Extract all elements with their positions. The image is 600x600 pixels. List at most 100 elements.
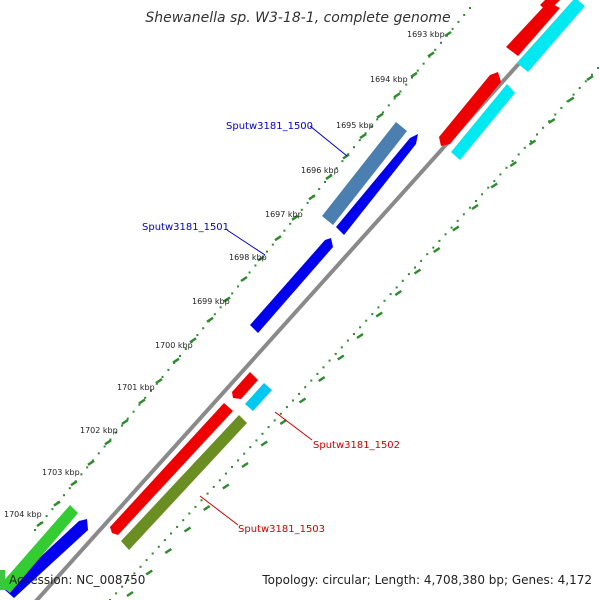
scale-tick [413, 268, 422, 275]
ring-dot [451, 27, 454, 30]
gene-red-long[interactable] [110, 403, 233, 535]
ring-dot [389, 293, 392, 296]
ring-dot [426, 253, 429, 256]
scale-tick [274, 235, 282, 242]
scale-tick [471, 203, 479, 211]
genome-title: Shewanella sp. W3-18-1, complete genome [145, 10, 450, 26]
ring-dot [597, 67, 599, 69]
ring-dot [377, 306, 380, 309]
ring-dot [481, 193, 484, 196]
ring-dot [353, 146, 355, 149]
scale-tick [433, 246, 441, 254]
ring-dot [340, 346, 343, 349]
ring-dot [316, 372, 319, 375]
ring-dot [194, 505, 197, 508]
ring-dot [358, 139, 361, 142]
scale-tick [376, 112, 384, 119]
ring-dot [370, 125, 373, 128]
ring-dot [475, 200, 477, 202]
scale-tick [223, 296, 231, 303]
ring-dot [150, 389, 152, 392]
scale-tick [356, 332, 364, 340]
gene-sputw3181-1502-red[interactable] [232, 372, 258, 399]
gene-green-bottom[interactable] [0, 505, 78, 593]
ring-dot [80, 473, 83, 476]
gene-cyan-upper-right[interactable] [517, 0, 585, 72]
scale-tick [586, 74, 594, 82]
ring-dot [440, 41, 442, 44]
ring-dot [51, 508, 54, 511]
scale-tick [189, 337, 197, 344]
gene-forward-blue-bottom[interactable] [5, 519, 88, 598]
callout-1503 [199, 495, 239, 526]
gene-sputw3181-1503[interactable] [121, 415, 247, 550]
ring-dot [487, 186, 490, 189]
scale-tick [260, 440, 268, 447]
ring-dot [416, 69, 419, 72]
ring-dot [261, 432, 264, 435]
ring-dot [126, 417, 129, 420]
scale-tick [53, 500, 61, 507]
forward-genes [0, 0, 560, 598]
gene-red-upper-right[interactable] [506, 2, 560, 56]
ring-dot [145, 559, 148, 562]
gene-red-mid-right[interactable] [439, 72, 501, 146]
genome-backbone [34, 0, 579, 600]
ring-dot [463, 14, 466, 16]
ring-dot [334, 352, 337, 355]
gene-label-1500[interactable]: Sputw3181_1500 [226, 121, 313, 132]
ring-dot [399, 90, 402, 93]
scale-tick [337, 354, 345, 361]
ring-dot [231, 292, 234, 295]
ring-dot [542, 126, 545, 129]
ring-dot [200, 499, 203, 502]
ring-dot [292, 399, 294, 402]
gene-red-upper-right-2[interactable] [540, 0, 560, 12]
ring-dot [364, 132, 367, 135]
ring-dot [353, 333, 355, 335]
ring-dot [179, 355, 181, 357]
callout-1502 [274, 411, 313, 441]
gene-label-1501[interactable]: Sputw3181_1501 [142, 222, 229, 233]
gene-sputw3181-1502[interactable] [245, 383, 272, 411]
ring-dot [115, 592, 118, 595]
callout-1500 [309, 125, 348, 157]
ring-dot [248, 271, 251, 274]
ring-dot [566, 100, 569, 103]
ring-dot [144, 396, 147, 399]
scale-tick [183, 526, 192, 533]
ring-dot [346, 339, 349, 342]
ring-dot [328, 359, 331, 362]
gene-sputw3181-1501[interactable] [250, 238, 333, 333]
ring-dot [383, 299, 386, 302]
scale-tick [359, 133, 367, 140]
gene-label-1503[interactable]: Sputw3181_1503 [238, 524, 325, 535]
ring-dot [273, 419, 276, 422]
scale-tick [145, 569, 153, 576]
ring-dot [584, 80, 587, 83]
ring-dot [432, 246, 435, 249]
ring-dot [243, 452, 246, 455]
ring-dot [127, 579, 130, 582]
gene-label-1502[interactable]: Sputw3181_1502 [313, 440, 400, 451]
ring-dot [63, 494, 65, 497]
gene-forward-blue-1[interactable] [336, 134, 418, 235]
scale-tick [36, 520, 44, 528]
tick-label: 1696 kbp [301, 166, 339, 175]
ring-dot [335, 167, 338, 170]
tick-label: 1702 kbp [80, 426, 118, 435]
tick-label: 1694 kbp [370, 75, 408, 84]
ring-dot [170, 532, 172, 535]
gene-cyan-mid-right[interactable] [451, 84, 515, 160]
ring-dot [505, 166, 508, 169]
ring-dot [283, 229, 286, 232]
tick-labels: 1693 kbp 1694 kbp 1695 kbp 1696 kbp 1697… [4, 30, 445, 519]
ring-dot [499, 173, 502, 176]
ring-dot [395, 286, 398, 289]
tick-label: 1704 kbp [4, 510, 42, 519]
ring-dot [218, 479, 221, 482]
ring-dot [493, 180, 496, 183]
gene-sputw3181-1500[interactable] [322, 122, 407, 225]
gene-labels: Sputw3181_1500 Sputw3181_1501 Sputw3181_… [142, 121, 400, 535]
